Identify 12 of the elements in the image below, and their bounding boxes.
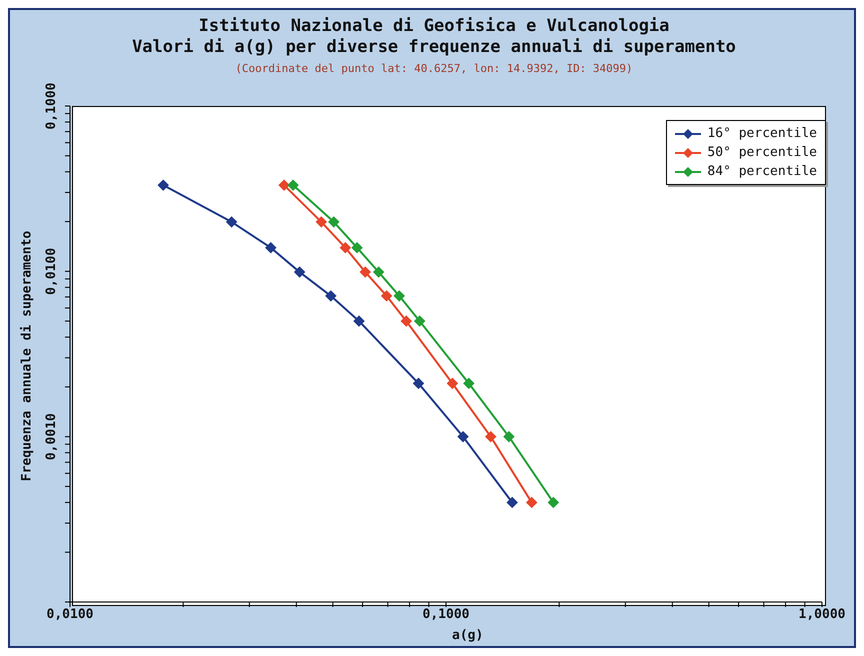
- legend-label: 84° percentile: [707, 163, 817, 181]
- legend-label: 16° percentile: [707, 125, 817, 143]
- y-axis-title: Frequenza annuale di superamento: [20, 230, 34, 482]
- y-tick-label: 0,0010: [44, 413, 59, 460]
- legend-label: 50° percentile: [707, 144, 817, 162]
- x-axis-title: a(g): [451, 628, 484, 643]
- y-tick-label: 0,1000: [44, 82, 59, 130]
- chart-subtitle: (Coordinate del punto lat: 40.6257, lon: 14.9392, ID: 34099): [234, 62, 634, 75]
- x-tick-label: 1,0000: [798, 607, 846, 622]
- x-tick-label: 0,1000: [422, 607, 470, 622]
- y-tick-label: 0,0100: [44, 248, 59, 295]
- chart-title: Istituto Nazionale di Geofisica e Vulcanologia Valori di a(g) per diverse frequenze annuali di superamento: [131, 16, 737, 58]
